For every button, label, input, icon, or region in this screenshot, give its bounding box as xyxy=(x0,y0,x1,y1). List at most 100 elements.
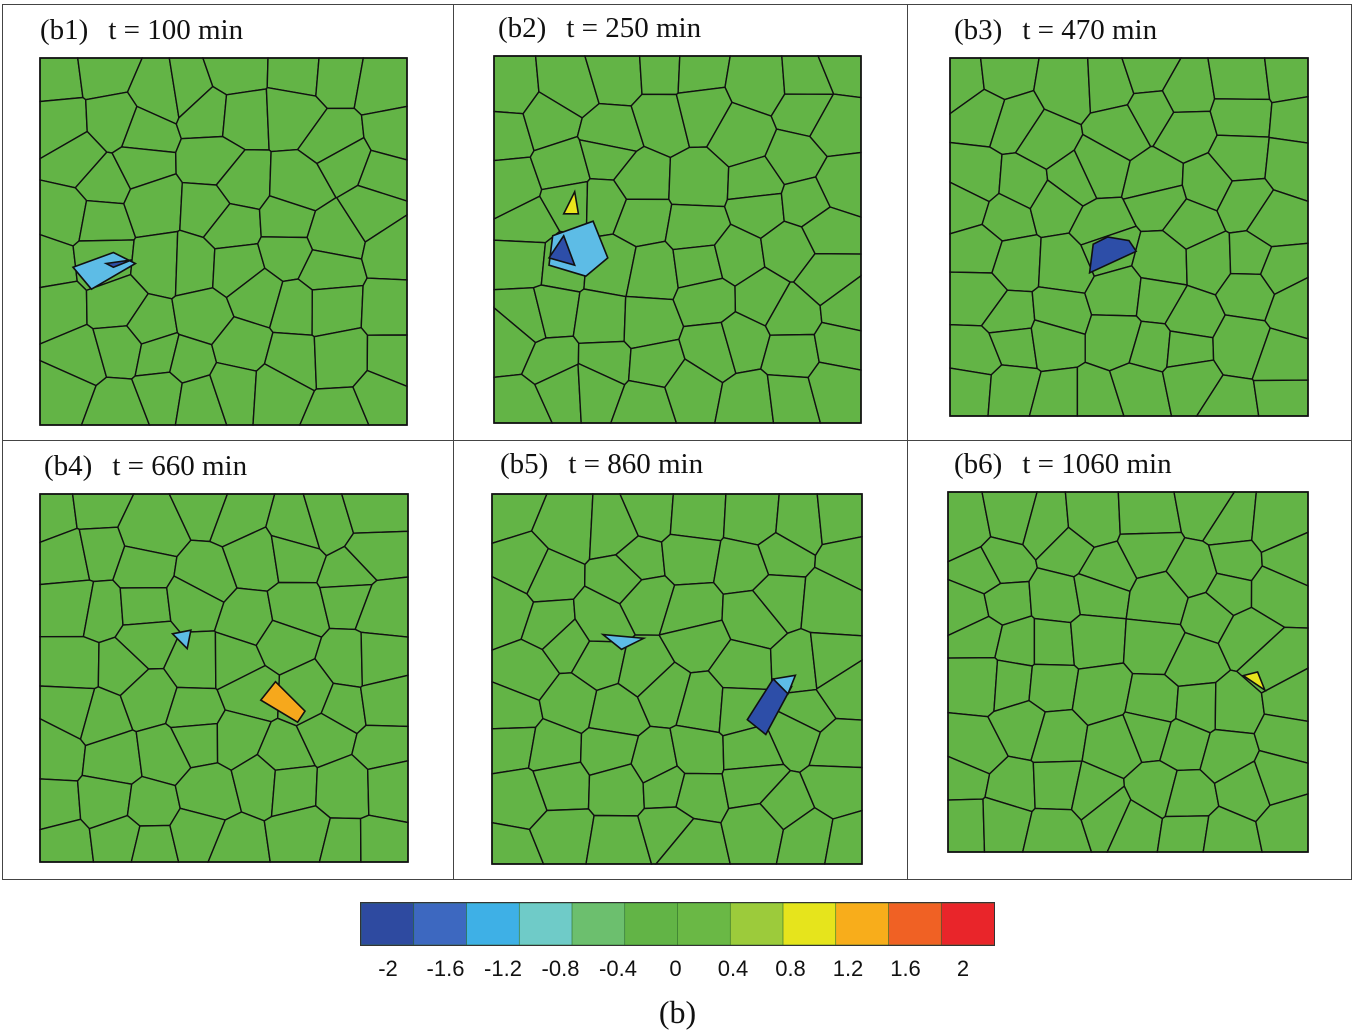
grain xyxy=(1268,95,1309,144)
grain-map xyxy=(947,491,1309,853)
grain xyxy=(353,57,408,116)
grain xyxy=(366,759,409,824)
panel-label: (b2) t = 250 min xyxy=(498,12,701,45)
grain xyxy=(1028,566,1082,624)
grain xyxy=(1028,663,1080,713)
grain-map-border xyxy=(493,55,862,424)
grain xyxy=(660,533,722,586)
grain-map xyxy=(39,493,409,863)
grain xyxy=(1263,57,1309,104)
colorbar-swatch xyxy=(729,902,784,946)
colorbar-swatch xyxy=(624,902,679,946)
grain xyxy=(340,493,409,534)
grain xyxy=(638,55,681,96)
grain-map-border xyxy=(947,491,1309,853)
grain-map xyxy=(949,57,1309,417)
defect-region xyxy=(259,680,307,724)
panel-label: (b3) t = 470 min xyxy=(954,14,1157,47)
colorbar-swatch xyxy=(571,902,626,946)
panel-id: (b5) xyxy=(500,448,549,480)
panel-time: t = 1060 min xyxy=(1022,448,1172,480)
panel-id: (b2) xyxy=(498,12,547,44)
grain xyxy=(947,798,986,853)
grain xyxy=(119,586,172,626)
defect-region xyxy=(1241,671,1267,693)
grain xyxy=(1209,98,1273,138)
colorbar-swatch xyxy=(940,902,995,946)
defect-region xyxy=(103,259,133,269)
colorbar-tick-label: -1.6 xyxy=(426,956,465,981)
colorbar-tick-label: -2 xyxy=(378,956,398,981)
grain-map xyxy=(493,55,862,424)
figure-caption: (b) xyxy=(658,994,697,1030)
grain-map-border xyxy=(949,57,1309,417)
panel-id: (b1) xyxy=(40,14,89,46)
defect-region xyxy=(562,189,580,215)
grain xyxy=(816,493,863,546)
panel-id: (b6) xyxy=(954,448,1003,480)
grain xyxy=(759,333,820,379)
panel-3 xyxy=(908,4,1352,441)
panel-label: (b1) t = 100 min xyxy=(40,14,243,47)
grain xyxy=(572,288,627,345)
colorbar-swatch xyxy=(888,902,943,946)
grain-map-border xyxy=(39,57,408,426)
grain xyxy=(1252,379,1309,417)
defect-region xyxy=(600,633,647,651)
panel-5 xyxy=(454,441,908,880)
grain-map xyxy=(491,493,863,865)
colorbar-tick-label: 0 xyxy=(669,956,682,981)
colorbar-swatch xyxy=(466,902,521,946)
grain xyxy=(39,635,100,690)
colorbar-tick-label: 0.4 xyxy=(717,956,749,981)
defect-region xyxy=(1088,236,1138,275)
panel-time: t = 860 min xyxy=(568,448,704,480)
panel-id: (b4) xyxy=(44,450,93,482)
panel-label: (b6) t = 1060 min xyxy=(954,448,1172,481)
defect-region xyxy=(547,234,577,267)
colorbar-tick-label: -0.8 xyxy=(541,956,580,981)
panel-1 xyxy=(2,4,454,441)
colorbar xyxy=(360,902,995,946)
grain xyxy=(1033,617,1076,667)
colorbar-tick-label: 0.8 xyxy=(775,956,806,981)
panel-2 xyxy=(454,4,908,441)
panel-4 xyxy=(2,441,454,880)
panel-label: (b5) t = 860 min xyxy=(500,448,703,481)
defect-region xyxy=(170,629,192,651)
colorbar-tick-label: -0.4 xyxy=(599,956,637,981)
panel-label: (b4) t = 660 min xyxy=(44,450,247,483)
colorbar-tick-label: 1.2 xyxy=(832,956,864,981)
grain xyxy=(1207,57,1271,101)
colorbar-swatch xyxy=(782,902,837,946)
grain xyxy=(947,656,999,718)
panel-id: (b3) xyxy=(954,14,1003,46)
grain-map-border xyxy=(39,493,409,863)
colorbar-swatch xyxy=(835,902,890,946)
grain-map-border xyxy=(491,493,863,865)
grain xyxy=(493,239,547,291)
grain xyxy=(1156,815,1210,853)
grain xyxy=(1117,491,1183,535)
colorbar-swatch xyxy=(677,902,732,946)
grain xyxy=(360,277,408,336)
grain xyxy=(949,367,993,417)
colorbar-swatch xyxy=(518,902,573,946)
panel-grid xyxy=(2,4,1352,880)
defect-region xyxy=(771,674,797,696)
colorbar-tick-label: 2 xyxy=(956,956,970,981)
colorbar-tick-label: -1.2 xyxy=(484,956,522,981)
grain-map xyxy=(39,57,408,426)
grain xyxy=(359,814,409,863)
panel-time: t = 250 min xyxy=(566,12,702,44)
grain xyxy=(1069,613,1127,670)
grain xyxy=(669,493,727,542)
panel-time: t = 100 min xyxy=(108,14,244,46)
panel-time: t = 660 min xyxy=(112,450,248,482)
colorbar-swatch xyxy=(413,902,468,946)
colorbar-swatches xyxy=(360,902,995,946)
panel-time: t = 470 min xyxy=(1022,14,1158,46)
grain xyxy=(164,686,226,729)
colorbar-swatch xyxy=(360,902,415,946)
colorbar-tick-label: 1.6 xyxy=(890,956,921,981)
